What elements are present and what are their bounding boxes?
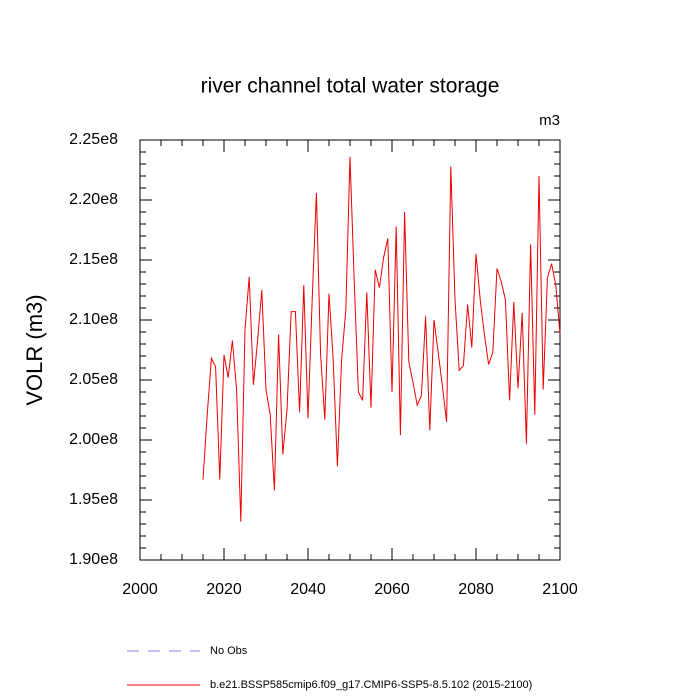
y-tick-label: 2.20e8 [69, 191, 118, 208]
x-tick-label: 2060 [374, 581, 410, 598]
y-tick-label: 2.25e8 [69, 131, 118, 148]
y-axis-label: VOLR (m3) [22, 294, 47, 405]
y-tick-label: 2.05e8 [69, 371, 118, 388]
y-tick-label: 1.95e8 [69, 491, 118, 508]
y-tick-label: 2.00e8 [69, 431, 118, 448]
x-tick-label: 2020 [206, 581, 242, 598]
y-tick-label: 2.10e8 [69, 311, 118, 328]
y-tick-label: 2.15e8 [69, 251, 118, 268]
x-tick-label: 2100 [542, 581, 578, 598]
data-line [202, 156, 561, 522]
x-tick-label: 2080 [458, 581, 494, 598]
chart-title: river channel total water storage [201, 75, 500, 98]
units-label: m3 [539, 112, 560, 129]
plot-frame [139, 139, 561, 561]
x-tick-label: 2000 [122, 581, 158, 598]
x-tick-label: 2040 [290, 581, 326, 598]
legend-label: No Obs [210, 645, 248, 657]
y-tick-label: 1.90e8 [69, 551, 118, 568]
legend-label: b.e21.BSSP585cmip6.f09_g17.CMIP6-SSP5-8.… [210, 679, 532, 691]
